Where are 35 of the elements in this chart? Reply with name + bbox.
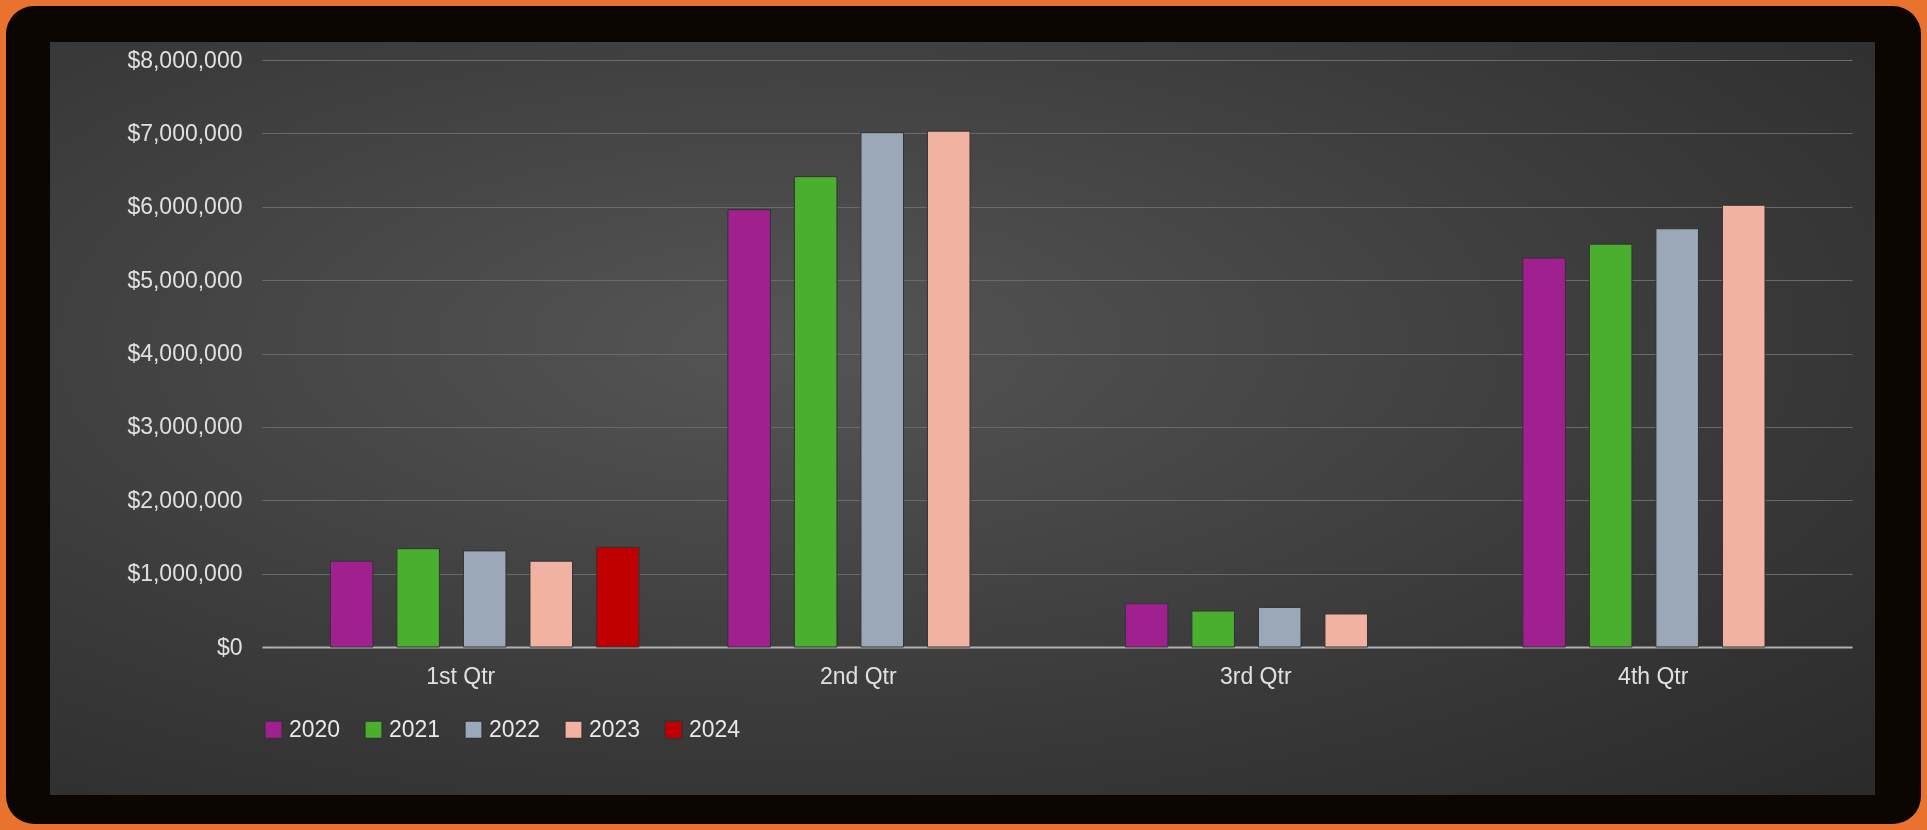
bar [1522,257,1566,648]
y-tick-label: $8,000,000 [127,46,243,73]
bar [727,209,771,648]
y-tick-label: $7,000,000 [127,119,243,146]
y-tick-label: $4,000,000 [127,340,243,366]
legend-label: 2024 [689,715,741,742]
bar [462,550,507,648]
legend-label: 2021 [389,715,441,742]
bar [1191,610,1235,648]
legend-label: 2020 [289,715,341,742]
bar [1721,204,1766,648]
bar [1655,228,1699,648]
y-tick-label: $5,000,000 [127,266,243,293]
x-tick-label: 3rd Qtr [1219,662,1292,689]
bar [396,548,440,648]
y-tick-label: $2,000,000 [127,486,243,513]
y-tick-label: $1,000,000 [127,560,243,587]
legend-label: 2022 [489,715,541,742]
bar [1124,603,1169,648]
bar [860,132,904,648]
y-tick-label: $0 [216,633,243,660]
bar [1588,243,1633,648]
x-tick-label: 2nd Qtr [819,662,897,689]
bar [793,176,838,648]
x-tick-label: 4th Qtr [1618,662,1689,689]
bar [1257,606,1302,648]
bar [1324,613,1368,648]
y-tick-label: $6,000,000 [127,193,243,220]
bar [926,130,971,648]
x-tick-label: 1st Qtr [426,662,496,689]
bar [595,546,640,648]
bar [529,560,573,648]
y-tick-label: $3,000,000 [127,413,243,440]
legend-label: 2023 [589,715,641,742]
bar [329,560,374,648]
